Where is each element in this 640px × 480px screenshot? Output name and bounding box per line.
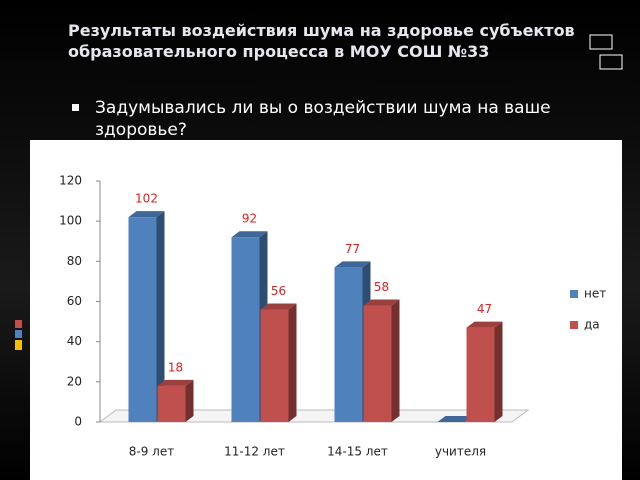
bar-front bbox=[231, 237, 260, 422]
x-tick-label: учителя bbox=[435, 445, 486, 459]
y-tick-label: 60 bbox=[67, 294, 82, 308]
data-label: 77 bbox=[345, 242, 360, 256]
bar-top bbox=[466, 321, 503, 328]
bar-front bbox=[260, 309, 289, 422]
bar bbox=[466, 321, 503, 422]
bar-top bbox=[437, 416, 474, 422]
slide-title: Результаты воздействия шума на здоровье … bbox=[68, 21, 575, 61]
decor bbox=[15, 330, 22, 338]
bar-front bbox=[128, 217, 157, 422]
bar-side bbox=[156, 211, 165, 422]
data-label: 18 bbox=[168, 360, 183, 374]
bar-top bbox=[157, 379, 194, 386]
bar-top bbox=[363, 299, 400, 306]
decor bbox=[599, 54, 623, 70]
y-tick-label: 0 bbox=[74, 415, 82, 429]
legend-swatch bbox=[570, 321, 578, 329]
bar-side bbox=[391, 299, 400, 422]
bar-side bbox=[185, 379, 194, 422]
bar bbox=[437, 416, 474, 422]
bar bbox=[128, 211, 165, 422]
legend-label: нет bbox=[584, 287, 606, 301]
bar-front bbox=[466, 327, 495, 422]
y-tick-label: 80 bbox=[67, 254, 82, 268]
data-label: 92 bbox=[242, 212, 257, 226]
bar bbox=[363, 299, 400, 422]
y-tick-label: 100 bbox=[59, 214, 82, 228]
bar-top bbox=[334, 261, 371, 268]
x-tick-label: 11-12 лет bbox=[224, 445, 285, 459]
y-tick-label: 120 bbox=[59, 174, 82, 188]
data-label: 58 bbox=[374, 280, 389, 294]
y-tick-label: 20 bbox=[67, 374, 82, 388]
data-label: 102 bbox=[135, 192, 158, 206]
bar-front bbox=[363, 305, 392, 422]
decor bbox=[589, 34, 613, 50]
data-label: 47 bbox=[477, 302, 492, 316]
legend-label: да bbox=[584, 318, 600, 332]
data-label: 56 bbox=[271, 284, 286, 298]
x-tick-label: 8-9 лет bbox=[129, 445, 174, 459]
chart-panel bbox=[30, 140, 622, 480]
decor bbox=[15, 340, 22, 350]
bar-top bbox=[231, 231, 268, 238]
y-tick-label: 40 bbox=[67, 334, 82, 348]
legend-swatch bbox=[570, 290, 578, 298]
x-tick-label: 14-15 лет bbox=[327, 445, 388, 459]
bar-front bbox=[334, 267, 363, 422]
bar-top bbox=[260, 303, 297, 310]
bar-side bbox=[288, 303, 297, 422]
decor bbox=[15, 320, 22, 328]
bar bbox=[260, 303, 297, 422]
bar-front bbox=[157, 385, 186, 422]
bar bbox=[157, 379, 194, 422]
bullet-text: Задумывались ли вы о воздействии шума на… bbox=[95, 98, 551, 140]
bar-top bbox=[128, 211, 165, 218]
bullet-marker bbox=[72, 104, 79, 111]
bar-side bbox=[494, 321, 503, 422]
